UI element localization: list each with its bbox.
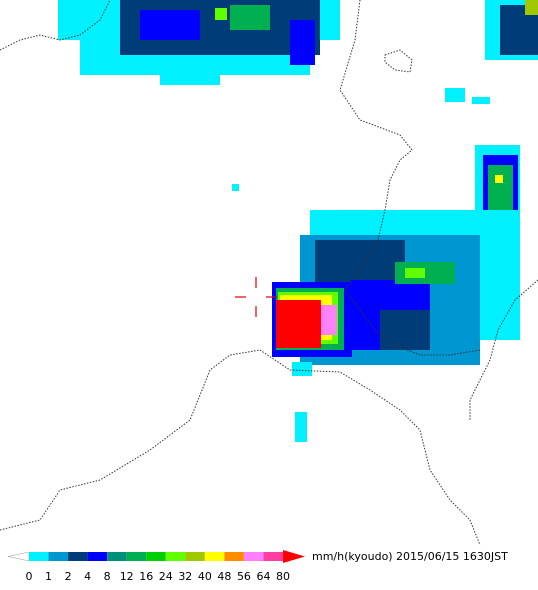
legend-tick-label: 12 xyxy=(120,570,134,583)
legend-swatch xyxy=(204,552,225,561)
legend-swatch xyxy=(165,552,186,561)
rain-cell xyxy=(140,10,200,40)
rain-cell xyxy=(525,0,538,15)
coastline xyxy=(469,279,538,420)
rain-cell xyxy=(160,70,220,85)
legend-swatch xyxy=(243,552,264,561)
legend-over xyxy=(283,550,306,563)
rain-cell xyxy=(230,5,270,30)
legend: mm/h(kyoudo) 2015/06/15 1630JST 0 1 2 4 8 12 1… xyxy=(7,550,508,583)
timestamp: 2015/06/15 1630JST xyxy=(396,550,508,563)
legend-swatch xyxy=(146,552,166,561)
rain-cell xyxy=(445,88,465,102)
coastline xyxy=(0,0,111,51)
legend-tick-label: 40 xyxy=(198,570,212,583)
rain-cells xyxy=(58,0,538,442)
legend-swatch xyxy=(87,552,108,561)
rain-cell xyxy=(290,20,315,65)
legend-tick-label: 8 xyxy=(104,570,111,583)
rain-cell xyxy=(276,300,321,348)
legend-tick-label: 0 xyxy=(26,570,33,583)
legend-tick-label: 4 xyxy=(84,570,91,583)
rain-cell xyxy=(232,184,239,191)
coastline xyxy=(384,49,413,73)
legend-swatch xyxy=(126,552,147,561)
legend-tick-label: 16 xyxy=(139,570,153,583)
legend-tick-label: 64 xyxy=(256,570,270,583)
legend-swatch xyxy=(107,552,127,561)
rain-cell xyxy=(215,8,227,20)
legend-tick-label: 56 xyxy=(237,570,251,583)
legend-tick-label: 80 xyxy=(276,570,290,583)
rain-cell xyxy=(495,175,503,183)
legend-swatch xyxy=(224,552,244,561)
rain-cell xyxy=(380,310,430,350)
coastlines xyxy=(0,0,538,546)
legend-tick-label: 24 xyxy=(159,570,173,583)
legend-swatch xyxy=(29,552,49,561)
crosshair xyxy=(235,277,277,317)
rain-cell xyxy=(405,268,425,278)
legend-tick-label: 32 xyxy=(178,570,192,583)
rain-cell xyxy=(472,97,490,104)
legend-swatch xyxy=(48,552,69,561)
legend-tick-label: 1 xyxy=(45,570,52,583)
legend-swatch xyxy=(185,552,205,561)
legend-swatch xyxy=(263,552,284,561)
coastline xyxy=(0,349,481,546)
rain-cell xyxy=(488,165,513,210)
legend-unit: mm/h(kyoudo) xyxy=(312,550,393,563)
legend-tick-label: 48 xyxy=(217,570,231,583)
coastline xyxy=(339,0,481,356)
rain-cell xyxy=(295,412,307,442)
legend-swatch xyxy=(68,552,88,561)
rain-cell xyxy=(292,362,312,376)
legend-tick-label: 2 xyxy=(65,570,72,583)
